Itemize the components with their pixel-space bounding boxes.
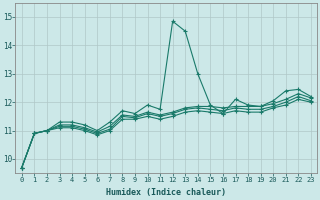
X-axis label: Humidex (Indice chaleur): Humidex (Indice chaleur) <box>106 188 226 197</box>
